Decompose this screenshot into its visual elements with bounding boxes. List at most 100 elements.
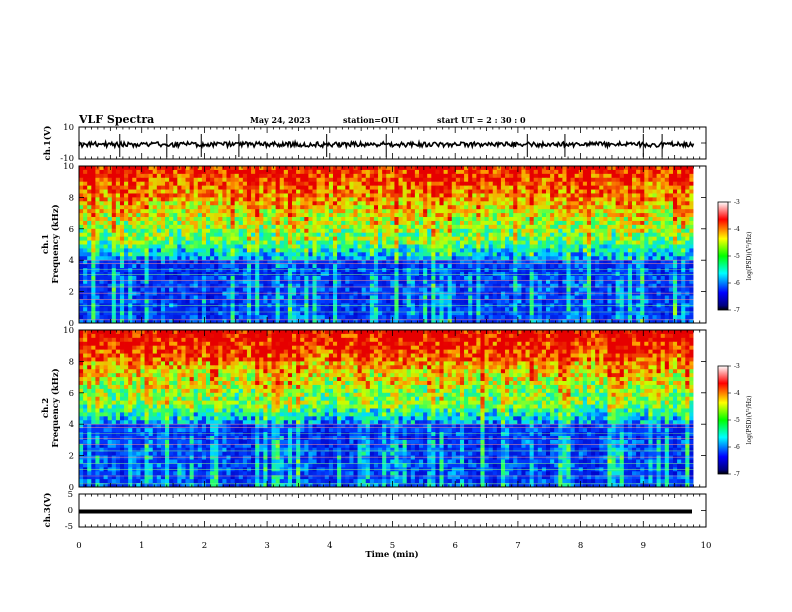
spec-cell	[607, 256, 612, 261]
spec-cell	[591, 220, 596, 226]
spec-cell	[496, 189, 502, 194]
spec-cell	[312, 217, 317, 222]
spec-cell	[517, 260, 522, 265]
spec-cell	[484, 275, 490, 281]
spec-cell	[136, 177, 141, 183]
spec-cell	[627, 268, 633, 273]
spec-cell	[611, 275, 617, 281]
spec-cell	[459, 240, 465, 245]
spec-cell	[562, 240, 567, 245]
spec-cell	[279, 264, 285, 269]
spec-cell	[148, 264, 154, 269]
spec-cell	[476, 177, 481, 183]
spec-cell	[87, 268, 92, 273]
spec-cell	[357, 197, 363, 202]
spec-cell	[636, 283, 641, 289]
spec-cell	[582, 205, 588, 210]
spec-cell	[328, 228, 334, 234]
spec-cell	[193, 169, 199, 175]
spec-cell	[271, 260, 277, 265]
spec-cell	[505, 217, 510, 222]
spec-cell	[599, 275, 604, 281]
spec-cell	[578, 181, 584, 187]
spec-cell	[144, 173, 150, 179]
spec-cell	[160, 228, 166, 234]
spec-cell	[636, 197, 641, 202]
spec-cell	[476, 287, 481, 293]
spec-cell	[185, 244, 191, 249]
spec-cell	[406, 244, 412, 249]
spec-cell	[566, 240, 571, 245]
spec-cell	[173, 181, 178, 187]
spec-cell	[472, 228, 477, 234]
spec-cell	[83, 205, 88, 210]
spec-cell	[255, 173, 260, 179]
spec-cell	[545, 244, 551, 249]
spec-cell	[205, 244, 211, 249]
spec-cell	[246, 205, 252, 210]
spec-cell	[578, 260, 584, 265]
spec-cell	[423, 244, 428, 249]
spec-cell	[234, 268, 240, 273]
spec-cell	[451, 173, 457, 179]
spec-cell	[685, 205, 690, 210]
spec-cell	[672, 283, 678, 289]
spec-cell	[427, 232, 432, 238]
spec-cell	[246, 228, 252, 234]
spec-cell	[128, 213, 133, 218]
spec-cell	[607, 217, 612, 222]
spec-cell	[627, 240, 633, 245]
spec-cell	[234, 173, 240, 179]
spec-cell	[79, 205, 84, 210]
spec-cell	[398, 260, 404, 265]
spec-cell	[91, 185, 96, 190]
spec-cell	[271, 189, 277, 194]
spec-cell	[685, 264, 690, 269]
spec-cell	[349, 256, 354, 261]
spec-cell	[222, 240, 227, 245]
spec-cell	[279, 201, 285, 206]
spec-cell	[636, 173, 641, 179]
spec-cell	[652, 213, 657, 218]
spec-cell	[492, 205, 498, 210]
spec-cell	[529, 228, 535, 234]
spec-cell	[570, 248, 576, 253]
spec-cell	[496, 220, 502, 226]
spec-cell	[414, 213, 420, 218]
spec-cell	[332, 287, 338, 293]
spec-cell	[427, 264, 432, 269]
spec-cell	[644, 209, 649, 214]
spec-cell	[226, 220, 231, 226]
spec-cell	[95, 248, 100, 253]
spec-cell	[275, 228, 281, 234]
spec-cell	[332, 197, 338, 202]
spec-cell	[492, 189, 498, 194]
spec-cell	[238, 236, 244, 241]
spec-cell	[259, 232, 264, 238]
spec-cell	[632, 181, 637, 187]
spec-cell	[681, 283, 686, 289]
spec-cell	[136, 197, 141, 202]
spec-cell	[365, 279, 371, 285]
spec-cell	[632, 283, 637, 289]
spec-cell	[91, 201, 96, 206]
spec-cell	[685, 181, 690, 187]
spec-cell	[304, 197, 309, 202]
spec-cell	[287, 260, 293, 265]
spec-cell	[656, 177, 662, 183]
spec-cell	[136, 264, 141, 269]
spec-cell	[500, 189, 506, 194]
spec-cell	[419, 169, 424, 175]
spec-cell	[136, 236, 141, 241]
spec-cell	[402, 275, 408, 281]
spec-cell	[193, 244, 199, 249]
spec-cell	[644, 279, 649, 285]
spec-cell	[582, 177, 588, 183]
spec-cell	[394, 213, 399, 218]
spec-cell	[525, 248, 531, 253]
spec-cell	[124, 189, 129, 194]
spec-cell	[554, 205, 559, 210]
spec-cell	[500, 248, 506, 253]
spec-cell	[500, 185, 506, 190]
spec-cell	[275, 193, 281, 198]
